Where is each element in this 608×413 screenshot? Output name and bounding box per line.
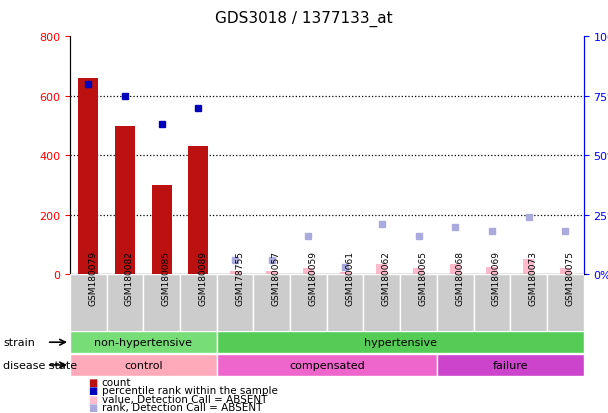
Bar	[560, 268, 571, 275]
Text: GSM180075: GSM180075	[565, 250, 575, 305]
Text: GSM180073: GSM180073	[528, 250, 537, 305]
Text: rank, Detection Call = ABSENT: rank, Detection Call = ABSENT	[102, 402, 262, 412]
Text: GSM180089: GSM180089	[198, 250, 207, 305]
Text: failure: failure	[492, 360, 528, 370]
Bar	[115, 126, 135, 275]
Text: ■: ■	[88, 402, 97, 412]
Text: disease state: disease state	[3, 360, 77, 370]
Text: value, Detection Call = ABSENT: value, Detection Call = ABSENT	[102, 394, 267, 404]
Bar	[78, 79, 98, 275]
Text: GSM180059: GSM180059	[308, 250, 317, 305]
Bar	[413, 269, 424, 275]
Text: non-hypertensive: non-hypertensive	[94, 337, 192, 347]
Bar	[450, 264, 461, 275]
Bar	[70, 332, 216, 353]
Bar	[547, 275, 584, 332]
Text: ■: ■	[88, 385, 97, 395]
Bar	[303, 269, 314, 275]
Text: GSM178755: GSM178755	[235, 250, 244, 305]
Text: hypertensive: hypertensive	[364, 337, 437, 347]
Text: ■: ■	[88, 377, 97, 387]
Text: compensated: compensated	[289, 360, 365, 370]
Bar	[70, 354, 216, 376]
Bar	[216, 275, 254, 332]
Text: control: control	[124, 360, 162, 370]
Bar	[254, 275, 290, 332]
Text: GSM180082: GSM180082	[125, 250, 134, 305]
Text: strain: strain	[3, 337, 35, 347]
Text: GSM180069: GSM180069	[492, 250, 501, 305]
Bar	[106, 275, 143, 332]
Bar	[510, 275, 547, 332]
Text: GSM180062: GSM180062	[382, 250, 391, 305]
Bar	[486, 267, 497, 275]
Bar	[376, 264, 387, 275]
Bar	[229, 272, 241, 275]
Text: percentile rank within the sample: percentile rank within the sample	[102, 385, 277, 395]
Bar	[216, 332, 584, 353]
Bar	[327, 275, 364, 332]
Bar	[364, 275, 400, 332]
Text: GSM180061: GSM180061	[345, 250, 354, 305]
Bar	[400, 275, 437, 332]
Bar	[151, 185, 171, 275]
Bar	[437, 275, 474, 332]
Text: GSM180065: GSM180065	[418, 250, 427, 305]
Bar	[474, 275, 510, 332]
Text: GDS3018 / 1377133_at: GDS3018 / 1377133_at	[215, 10, 393, 26]
Bar	[70, 275, 106, 332]
Text: count: count	[102, 377, 131, 387]
Bar	[216, 354, 437, 376]
Bar	[143, 275, 180, 332]
Bar	[437, 354, 584, 376]
Text: ■: ■	[88, 394, 97, 404]
Text: GSM180057: GSM180057	[272, 250, 281, 305]
Bar	[266, 272, 277, 275]
Text: GSM180079: GSM180079	[88, 250, 97, 305]
Bar	[290, 275, 327, 332]
Bar	[180, 275, 216, 332]
Bar	[188, 147, 209, 275]
Text: GSM180085: GSM180085	[162, 250, 171, 305]
Bar	[340, 272, 351, 275]
Text: GSM180068: GSM180068	[455, 250, 465, 305]
Bar	[523, 260, 534, 275]
